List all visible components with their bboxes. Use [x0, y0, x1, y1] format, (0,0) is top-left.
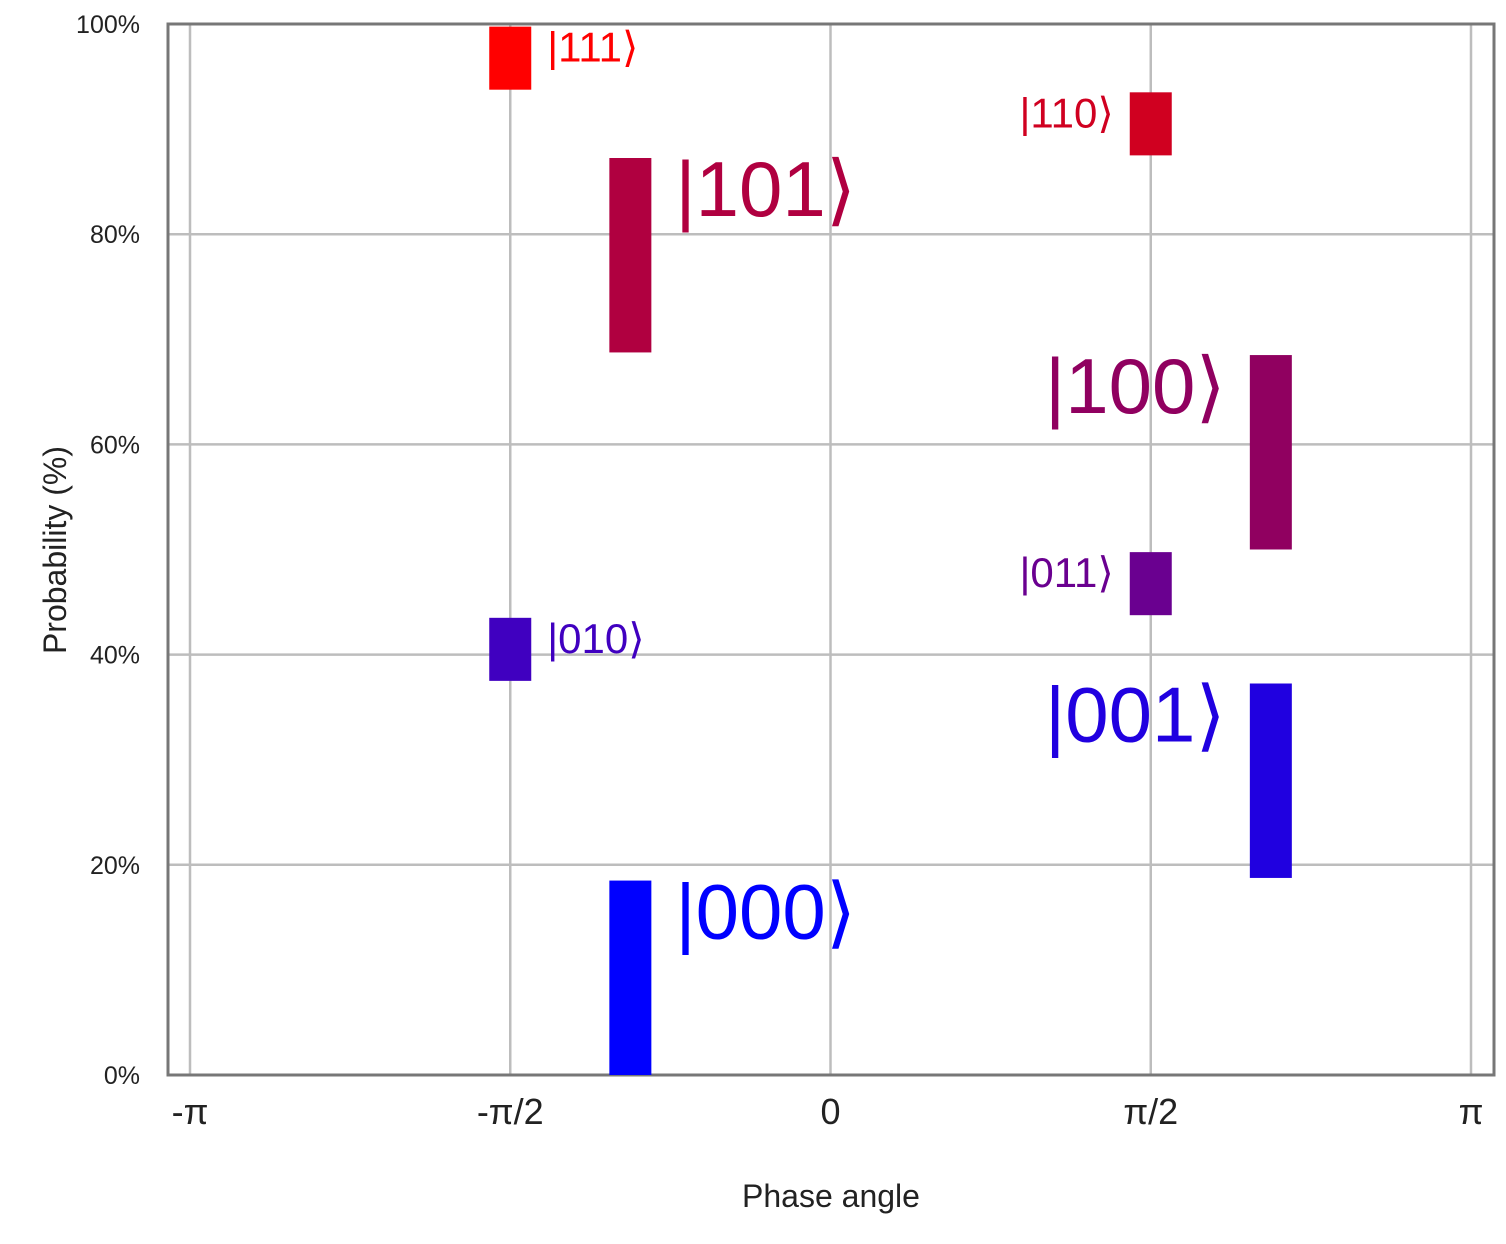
y-tick-label: 0% [104, 1062, 140, 1090]
state-label: |110⟩ [1019, 89, 1113, 136]
state-bars [489, 26, 1292, 1075]
y-tick-labels: 0% 20% 40% 60% 80% 100% [76, 11, 140, 1090]
x-tick-label: π/2 [1123, 1091, 1178, 1132]
x-tick-label: π [1459, 1091, 1484, 1132]
state-label: |000⟩ [675, 868, 856, 956]
y-tick-label: 20% [90, 852, 140, 880]
x-tick-label: -π/2 [477, 1091, 544, 1132]
state-label: |001⟩ [1045, 671, 1226, 759]
state-label: |011⟩ [1019, 549, 1113, 596]
state-label: |101⟩ [675, 145, 856, 233]
y-axis-label: Probability (%) [37, 446, 73, 654]
y-tick-label: 40% [90, 642, 140, 670]
state-bar [1129, 92, 1172, 156]
state-bar [489, 617, 532, 681]
y-tick-label: 60% [90, 431, 140, 459]
x-tick-label: 0 [820, 1091, 840, 1132]
state-bar [1249, 683, 1292, 878]
y-tick-label: 100% [76, 11, 140, 39]
state-labels: |000⟩ |001⟩ |010⟩ |011⟩ |100⟩ |101⟩ |110⟩ |111⟩ [547, 24, 1226, 956]
state-bar [1129, 552, 1172, 616]
state-bar [609, 880, 652, 1075]
x-axis-label: Phase angle [742, 1178, 920, 1214]
x-tick-label: -π [172, 1091, 209, 1132]
state-label: |111⟩ [547, 24, 638, 71]
x-tick-labels: -π -π/2 0 π/2 π [172, 1091, 1484, 1132]
state-bar [1249, 355, 1292, 550]
state-label: |100⟩ [1045, 342, 1226, 430]
state-label: |010⟩ [547, 615, 644, 662]
y-tick-label: 80% [90, 221, 140, 249]
plot-frame [166, 22, 1496, 1077]
state-bar [609, 158, 652, 353]
state-bar [489, 26, 532, 90]
